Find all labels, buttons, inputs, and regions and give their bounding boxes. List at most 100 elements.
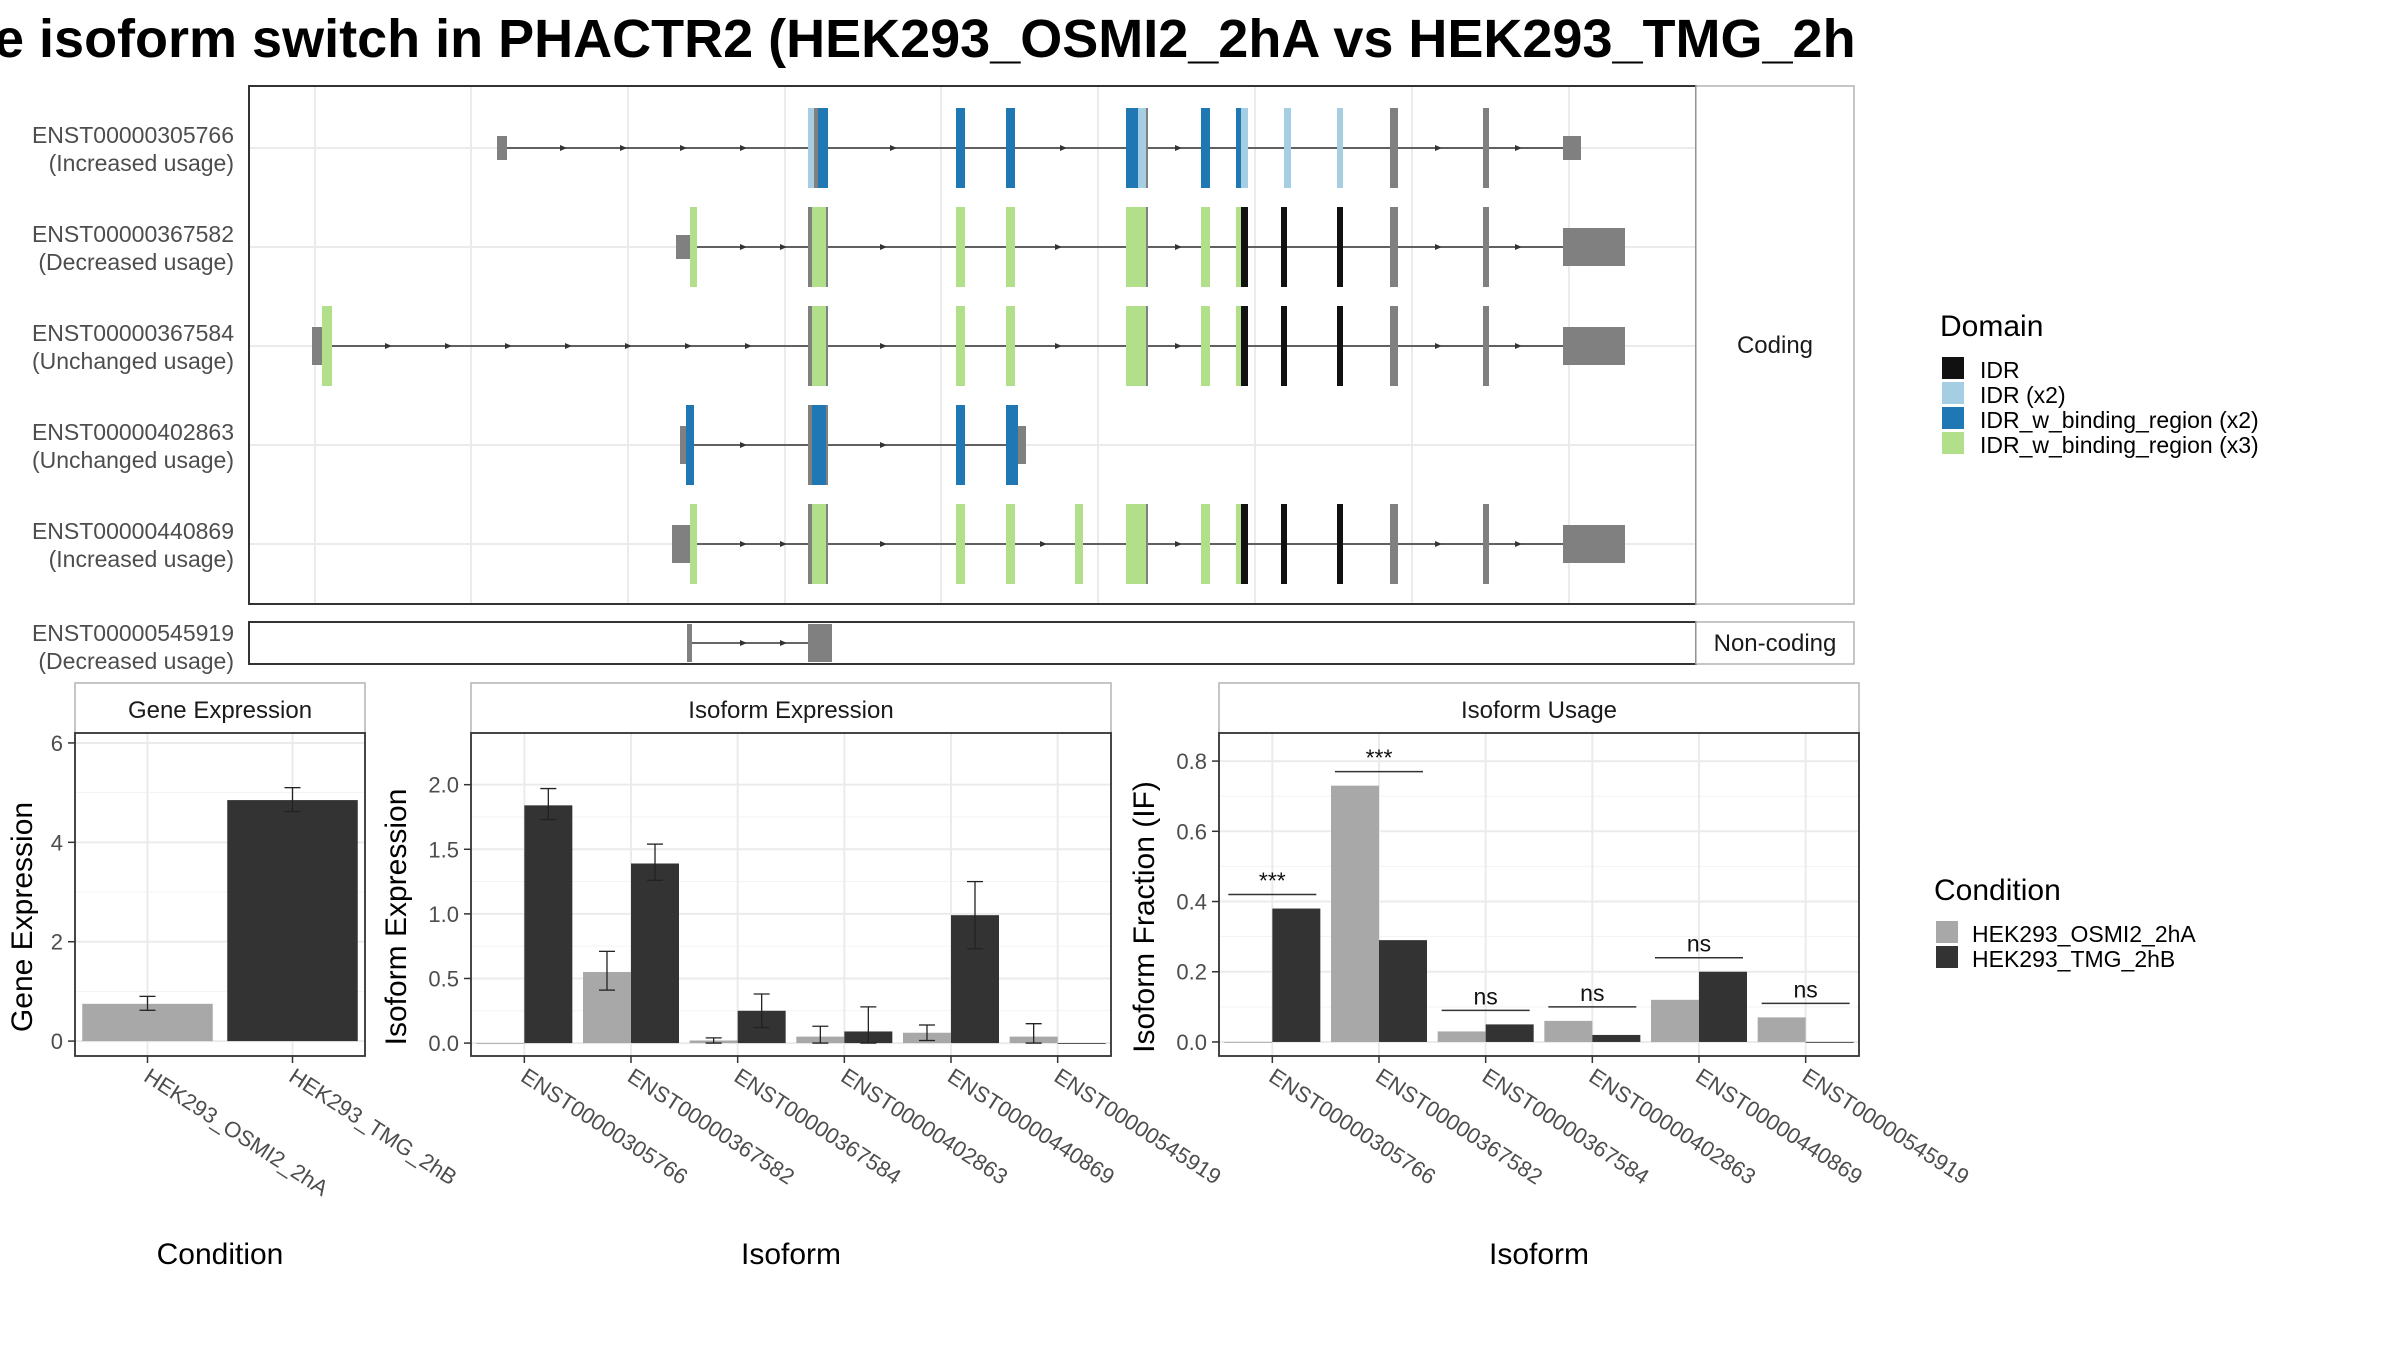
transcript-5-exon-17 [1563,525,1625,563]
transcript-5-id: ENST00000440869 [32,518,234,544]
plot-area [1219,733,1859,1056]
bar-HEK293_TMG_2hB-ENST00000367582 [1379,940,1427,1042]
transcript-1-strand-arrow-8 [1515,145,1522,151]
noncoding-strip-label: Non-coding [1714,630,1837,657]
significance-label: *** [1366,745,1393,771]
noncoding-panel-border [248,621,1697,665]
legend-key-idr-binding-x3 [1942,432,1964,454]
transcript-1-exon-0 [497,136,507,160]
bar-HEK293_TMG_2hB-ENST00000305766 [524,805,573,1044]
isoform-expression-title: Isoform Expression [688,697,893,724]
isoform-usage-strip [1218,682,1860,734]
transcript-models [312,108,1625,662]
transcript-2-strand-arrow-0 [740,244,747,250]
transcript-1-exon-12 [1241,108,1248,188]
significance-label: ns [1687,931,1711,957]
transcript-1-id: ENST00000305766 [32,122,234,148]
transcript-4-strand-arrow-1 [880,442,887,448]
transcript-5-exon-14 [1337,504,1343,584]
transcript-5-usage: (Increased usage) [49,546,234,572]
legend-label-idr-x2: IDR (x2) [1980,382,2066,408]
legend-key-idr-x2 [1942,382,1964,404]
bar-HEK293_TMG_2hB-ENST00000402863 [1592,1034,1641,1042]
transcript-3-exon-7 [1126,306,1146,386]
significance-label: ns [1794,976,1818,1002]
transcript-1-strand-arrow-1 [620,145,627,151]
transcript-1-exon-7 [1126,108,1138,188]
transcript-2-exon-5 [1006,207,1015,287]
transcript-3-strand-arrow-9 [1175,343,1182,349]
transcript-3-strand-arrow-2 [505,343,512,349]
transcript-4-id: ENST00000402863 [32,419,234,445]
transcript-5-exon-16 [1483,504,1489,584]
transcript-1-exon-14 [1337,108,1343,188]
transcript-1-exon-8 [1138,108,1146,188]
transcript-5-exon-13 [1281,504,1287,584]
bar-HEK293_TMG_2hB-ENST00000545919 [1057,1043,1106,1044]
transcript-2-usage: (Decreased usage) [38,249,234,275]
transcript-5-exon-15 [1390,504,1398,584]
legend-label-cond-b: HEK293_TMG_2hB [1972,946,2175,972]
transcript-3-exon-4 [956,306,965,386]
transcript-1-exon-16 [1483,108,1489,188]
gene-expression-chart: Gene Expression Condition Gene Expressio… [6,682,461,1271]
transcript-5-exon-8 [1126,504,1146,584]
transcript-1-strand-arrow-7 [1435,145,1442,151]
y-tick-label: 0 [51,1029,63,1054]
bar-HEK293_OSMI2_2hA-ENST00000545919 [1757,1017,1806,1042]
transcript-1-exon-3 [818,108,828,188]
bar-HEK293_TMG_2hB-ENST00000545919 [1805,1041,1854,1043]
transcript-2-exon-1 [690,207,697,287]
transcript-3-exon-3 [812,306,826,386]
transcript-3-strand-arrow-3 [565,343,572,349]
y-tick-label: 0.2 [1176,960,1207,985]
transcript-5-exon-11 [1236,504,1241,584]
y-tick-label: 0.6 [1176,819,1207,844]
significance-label: ns [1474,983,1498,1009]
y-tick-label: 6 [51,731,63,756]
transcript-3-strand-arrow-10 [1435,343,1442,349]
transcript-6-exon-1 [808,624,832,662]
transcript-2-strand-arrow-2 [880,244,887,250]
transcript-3-strand-arrow-1 [445,343,452,349]
transcript-1-strand-arrow-3 [740,145,747,151]
y-tick-label: 0.4 [1176,890,1207,915]
legend-label-idr-binding-x3: IDR_w_binding_region (x3) [1980,432,2259,458]
transcript-6-strand-arrow-1 [780,640,787,646]
bar-HEK293_OSMI2_2hA-ENST00000440869 [1651,999,1699,1042]
gene-expression-title: Gene Expression [128,697,312,724]
transcript-4-exon-1 [686,405,694,485]
significance-label: *** [1259,868,1286,894]
isoform-usage-title: Isoform Usage [1461,697,1617,724]
transcript-3-exon-13 [1337,306,1343,386]
transcript-5-strand-arrow-3 [1040,541,1047,547]
transcript-1-exon-4 [956,108,965,188]
condition-legend: Condition HEK293_OSMI2_2hA HEK293_TMG_2h… [1934,874,2196,972]
gene-expression-xlabel: Condition [157,1238,284,1271]
bar-HEK293_TMG_2hB-ENST00000367582 [631,863,679,1044]
transcript-5-strand-arrow-0 [740,541,747,547]
bar-HEK293_OSMI2_2hA-ENST00000305766 [476,1043,525,1044]
domain-legend: Domain IDR IDR (x2) IDR_w_binding_region… [1940,310,2259,458]
transcript-2-exon-10 [1236,207,1241,287]
transcript-3-exon-14 [1390,306,1398,386]
y-tick-label: 4 [51,830,63,855]
transcript-5-strand-arrow-1 [780,541,787,547]
y-tick-label: 2 [51,930,63,955]
transcript-2-id: ENST00000367582 [32,221,234,247]
transcript-3-strand-arrow-5 [685,343,692,349]
transcript-4-exon-5 [1006,405,1018,485]
legend-key-cond-a [1936,921,1958,943]
isoform-expression-xlabel: Isoform [741,1238,841,1271]
transcript-5-exon-12 [1241,504,1248,584]
domain-legend-title: Domain [1940,310,2043,343]
transcript-3-exon-11 [1241,306,1248,386]
transcript-1-exon-15 [1390,108,1398,188]
coding-strip-label: Coding [1737,332,1813,359]
transcript-6-exon-0 [687,624,692,662]
transcript-2-exon-16 [1563,228,1625,266]
plot-area [471,733,1111,1056]
bar-HEK293_TMG_2hB-ENST00000305766 [1272,908,1321,1042]
plot-border [1218,732,1860,1057]
